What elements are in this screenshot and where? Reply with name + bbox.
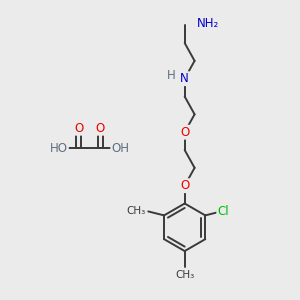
- Text: CH₃: CH₃: [126, 206, 145, 216]
- Text: O: O: [180, 179, 189, 192]
- Text: H: H: [167, 69, 175, 82]
- Text: N: N: [180, 72, 189, 85]
- Text: HO: HO: [50, 142, 68, 154]
- Text: CH₃: CH₃: [175, 270, 194, 280]
- Text: NH₂: NH₂: [196, 17, 219, 30]
- Text: OH: OH: [111, 142, 129, 154]
- Text: Cl: Cl: [217, 205, 229, 218]
- Text: O: O: [96, 122, 105, 135]
- Text: O: O: [180, 126, 189, 139]
- Text: O: O: [74, 122, 83, 135]
